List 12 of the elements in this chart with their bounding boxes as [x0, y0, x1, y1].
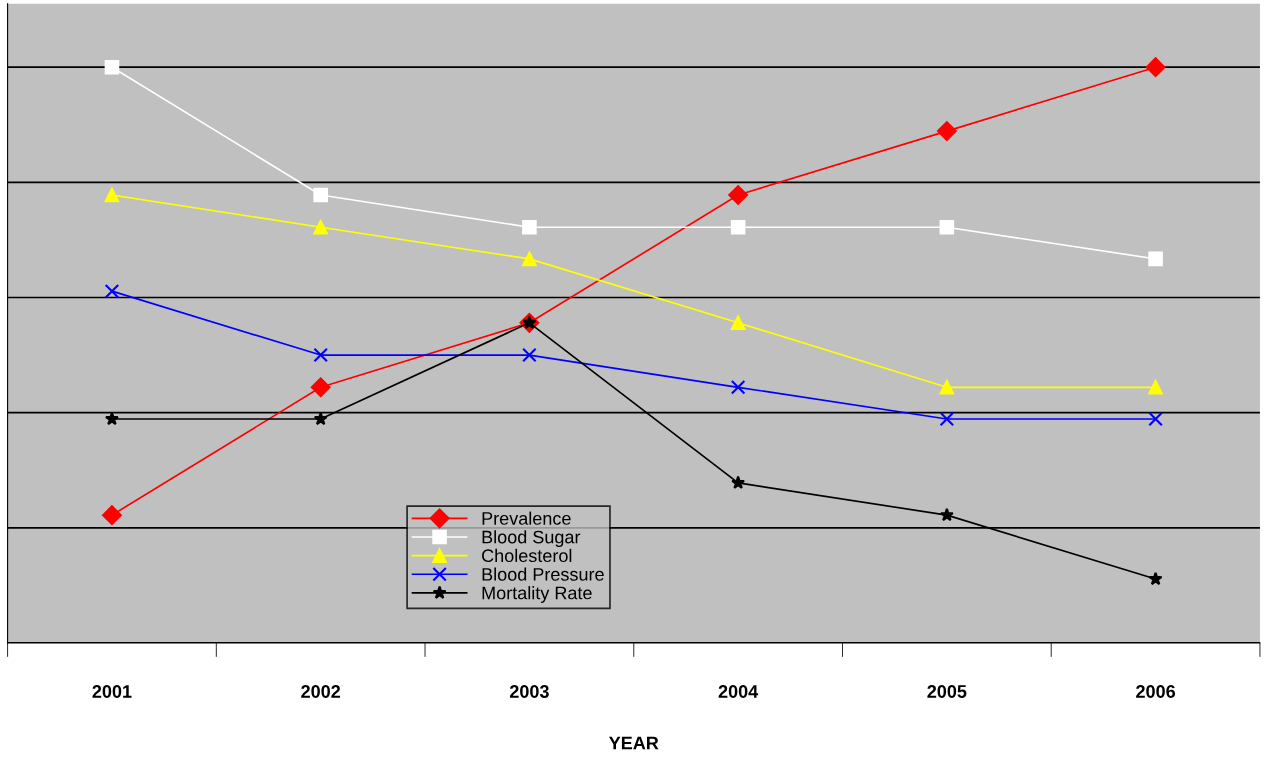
x-axis-title: YEAR [608, 736, 659, 750]
legend-label: Cholesterol [482, 548, 572, 563]
x-tick-label: 2002 [301, 685, 341, 698]
x-tick-label: 2005 [927, 685, 967, 698]
legend-label: Blood Sugar [482, 530, 581, 548]
legend-label: Mortality Rate [482, 586, 592, 603]
legend-label: Prevalence [482, 511, 571, 525]
x-tick-label: 2006 [1136, 685, 1176, 698]
x-tick-label: 2004 [718, 685, 759, 698]
legend-label: Blood Pressure [482, 567, 604, 581]
x-tick-label: 2003 [509, 685, 549, 698]
x-tick-label: 2001 [92, 685, 132, 698]
